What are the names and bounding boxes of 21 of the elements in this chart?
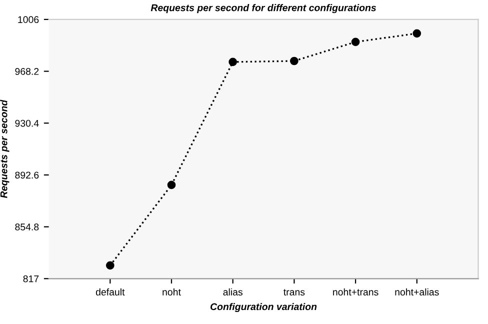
x-tick-label: noht+alias [395, 288, 439, 296]
x-tick-label: trans [284, 289, 305, 296]
y-tick-label: 892.6 [15, 172, 39, 179]
chart-title: Requests per second for different configurations [150, 4, 376, 14]
x-axis-title: Configuration variation [210, 302, 317, 312]
y-tick-label: 817 [23, 275, 39, 282]
y-tick-label: 968.2 [15, 68, 39, 75]
x-tick-label: alias [223, 288, 242, 296]
x-tick-label: default [96, 288, 125, 296]
y-axis-title: Requests per second [0, 100, 10, 198]
x-tick-label: noht [162, 288, 181, 296]
point [290, 56, 298, 66]
y-tick-label: 1006 [18, 16, 39, 24]
y-tick-label: 854.8 [15, 224, 39, 230]
x-tick-label: noht+trans [333, 288, 378, 296]
point [228, 58, 238, 66]
point [167, 180, 176, 190]
y-tick-label: 930.4 [15, 120, 39, 127]
point [106, 261, 114, 270]
point [412, 29, 422, 38]
point [351, 38, 360, 46]
